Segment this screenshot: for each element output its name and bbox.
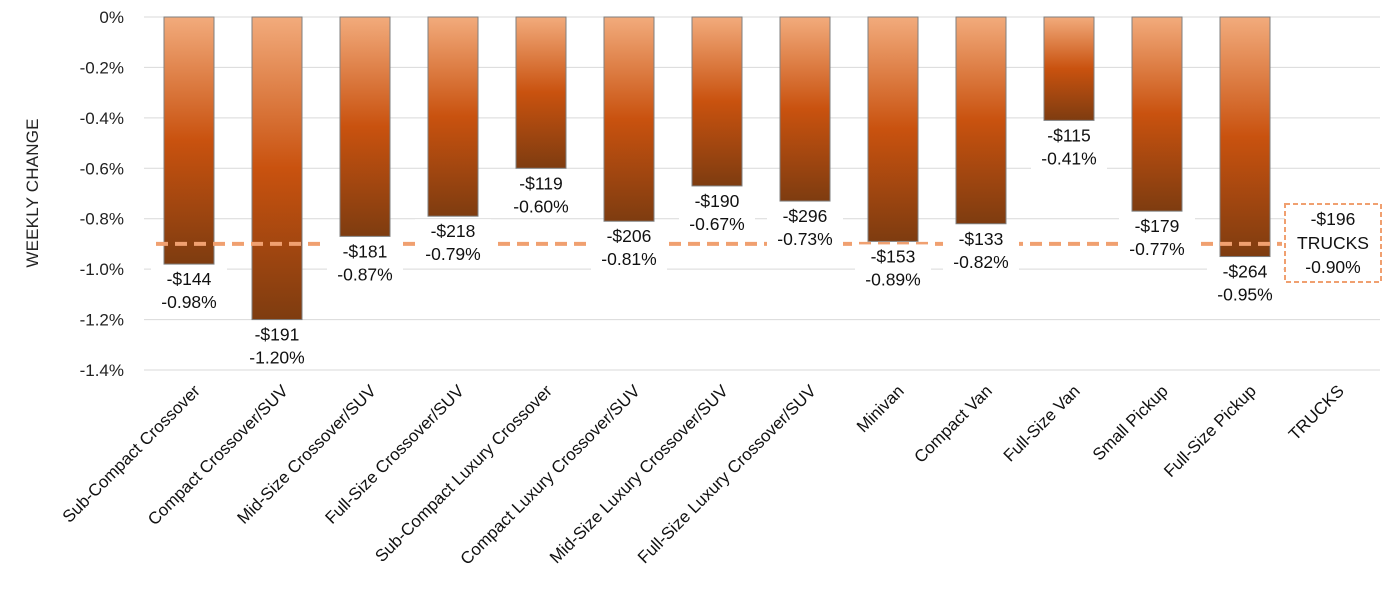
bar [251,16,303,321]
percent-label: -0.82% [953,252,1008,272]
percent-label: -0.89% [865,269,920,289]
bar [1131,16,1183,212]
percent-label: -0.77% [1129,239,1184,259]
data-label: -$190 -0.67% [679,188,755,235]
category-label: Sub-Compact Crossover [59,381,204,526]
dollar-label: -$133 [959,229,1004,249]
data-label: -$153 -0.89% [855,244,931,291]
trucks-name-label: TRUCKS [1297,233,1369,253]
data-label-background [679,188,755,235]
data-label: -$191 -1.20% [239,322,315,369]
data-label: -$181 -0.87% [327,239,403,286]
percent-label: -0.79% [425,244,480,264]
trucks-percent-label: -0.90% [1305,257,1360,277]
data-label: -$115 -0.41% [1031,123,1107,170]
data-label-background [767,204,843,251]
percent-label: -0.67% [689,214,744,234]
y-tick-label: -1.0% [80,260,124,279]
data-label-background [503,171,579,218]
percent-label: -0.73% [777,229,832,249]
bar [427,16,479,217]
category-label: Compact Luxury Crossover/SUV [457,381,645,569]
data-labels: -$144 -0.98% -$191 -1.20% -$181 -0.87% -$218 -0… [151,123,1382,369]
category-label: Sub-Compact Luxury Crossover [371,381,556,566]
data-label-background [415,219,491,266]
bar [1219,16,1271,258]
percent-label: -0.98% [161,292,216,312]
data-label-background [855,244,931,291]
percent-label: -0.81% [601,249,656,269]
data-label-background [591,224,667,271]
bar [339,16,391,237]
dollar-label: -$119 [519,173,562,193]
dollar-label: -$264 [1223,262,1268,282]
y-tick-label: -0.4% [80,109,124,128]
bar [163,16,215,265]
data-label-background [943,226,1019,273]
percent-label: -0.60% [513,196,568,216]
dollar-label: -$190 [695,191,740,211]
y-axis-ticks: 0% -0.2% -0.4% -0.6% -0.8% -1.0% -1.2% -1.4% [80,8,124,380]
bar [603,16,655,222]
trucks-label-box: -$196 TRUCKS -0.90% [1284,203,1382,283]
y-tick-label: -1.4% [80,361,124,380]
category-label: Minivan [853,381,908,436]
category-label: Compact Van [910,381,995,466]
data-label: -$264 -0.95% [1207,259,1283,306]
bar [955,16,1007,225]
data-label: -$144 -0.98% [151,267,227,314]
bar [867,16,919,242]
percent-label: -0.87% [337,264,392,284]
bar [691,16,743,187]
gridlines [144,16,1380,371]
data-label: -$218 -0.79% [415,219,491,266]
data-label-background [1207,259,1283,306]
dollar-label: -$115 [1047,125,1090,145]
y-tick-label: -0.6% [80,159,124,178]
data-label: -$296 -0.73% [767,204,843,251]
trucks-label-border [1284,203,1382,283]
data-label-background [151,267,227,314]
dollar-label: -$181 [343,241,388,261]
bars [163,16,1271,321]
bar [1043,16,1095,121]
data-label-background [1031,123,1107,170]
dollar-label: -$218 [431,221,476,241]
percent-label: -0.41% [1041,148,1096,168]
percent-label: -1.20% [249,348,304,368]
y-tick-label: -1.2% [80,311,124,330]
data-label-background [327,239,403,286]
category-label: Full-Size Van [1000,381,1084,465]
y-tick-label: -0.8% [80,210,124,229]
category-label: Full-Size Luxury Crossover/SUV [634,381,820,567]
dollar-label: -$296 [783,206,828,226]
category-label: TRUCKS [1285,381,1348,444]
y-tick-label: -0.2% [80,58,124,77]
dollar-label: -$179 [1135,216,1180,236]
data-label-background [1119,214,1195,261]
data-label: -$133 -0.82% [943,226,1019,273]
category-label: Compact Crossover/SUV [144,381,292,529]
category-label: Full-Size Pickup [1160,381,1260,481]
category-label: Small Pickup [1089,381,1172,464]
data-label: -$206 -0.81% [591,224,667,271]
trucks-dollar-label: -$196 [1311,209,1356,229]
data-label: -$119 -0.60% [503,171,579,218]
bar [515,16,567,169]
percent-label: -0.95% [1217,285,1272,305]
category-label: Mid-Size Luxury Crossover/SUV [546,381,732,567]
y-tick-label: 0% [99,8,124,27]
dollar-label: -$144 [167,269,212,289]
dollar-label: -$153 [871,246,916,266]
dollar-label: -$191 [255,325,300,345]
data-label: -$179 -0.77% [1119,214,1195,261]
y-axis-title: WEEKLY CHANGE [23,118,42,267]
bar [779,16,831,202]
data-label-background [239,322,315,369]
dollar-label: -$206 [607,226,652,246]
